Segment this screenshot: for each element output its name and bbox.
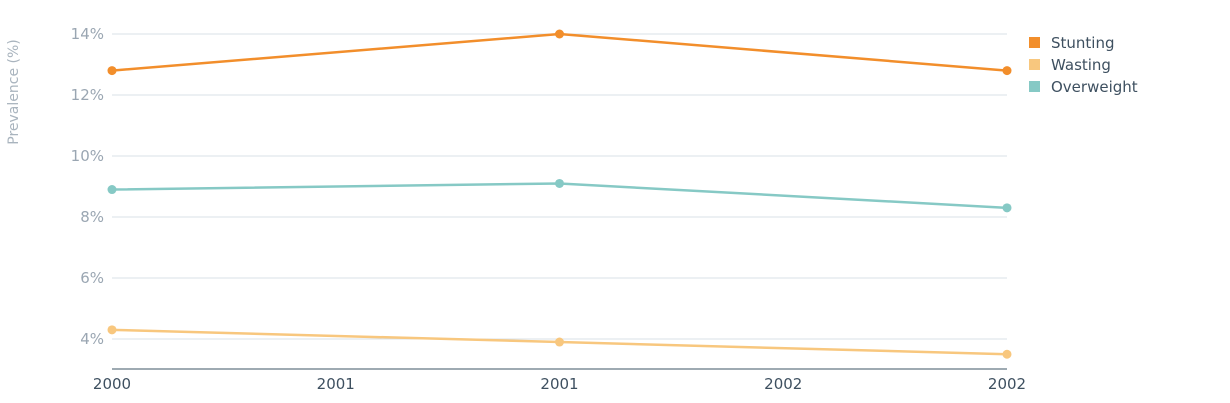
overweight-legend-swatch [1029, 81, 1040, 92]
stunting-point[interactable] [1002, 66, 1012, 76]
overweight-legend-label: Overweight [1051, 78, 1138, 96]
y-tick-label: 8% [80, 208, 104, 226]
x-tick-label: 2002 [764, 375, 802, 393]
wasting-point[interactable] [1002, 349, 1012, 359]
wasting-point[interactable] [555, 337, 564, 347]
overweight-point[interactable] [1002, 203, 1012, 213]
overweight-point[interactable] [555, 178, 564, 188]
y-tick-label: 10% [71, 147, 104, 165]
x-tick-label: 2001 [540, 375, 578, 393]
overweight-point[interactable] [107, 185, 117, 195]
stunting-legend-label: Stunting [1051, 34, 1115, 52]
x-tick-label: 2001 [317, 375, 355, 393]
y-tick-label: 12% [71, 86, 104, 104]
x-tick-label: 2002 [988, 375, 1026, 393]
x-axis-ticks: 2000 2001 2001 2002 2002 [93, 375, 1026, 393]
x-tick-label: 2000 [93, 375, 131, 393]
y-tick-label: 4% [80, 330, 104, 348]
stunting-point[interactable] [555, 29, 564, 39]
y-tick-label: 14% [71, 25, 104, 43]
stunting-point[interactable] [107, 66, 117, 76]
y-tick-label: 6% [80, 269, 104, 287]
wasting-point[interactable] [107, 325, 117, 335]
wasting-legend-swatch [1029, 59, 1040, 70]
series-lines [107, 29, 1012, 359]
wasting-legend-label: Wasting [1051, 56, 1111, 74]
y-axis-ticks: 4% 6% 8% 10% 12% 14% [71, 25, 104, 348]
stunting-legend-swatch [1029, 37, 1040, 48]
y-axis-label: Prevalence (%) [6, 39, 22, 145]
stunting-line [111, 32, 1008, 72]
legend: Stunting Wasting Overweight [1029, 34, 1138, 96]
